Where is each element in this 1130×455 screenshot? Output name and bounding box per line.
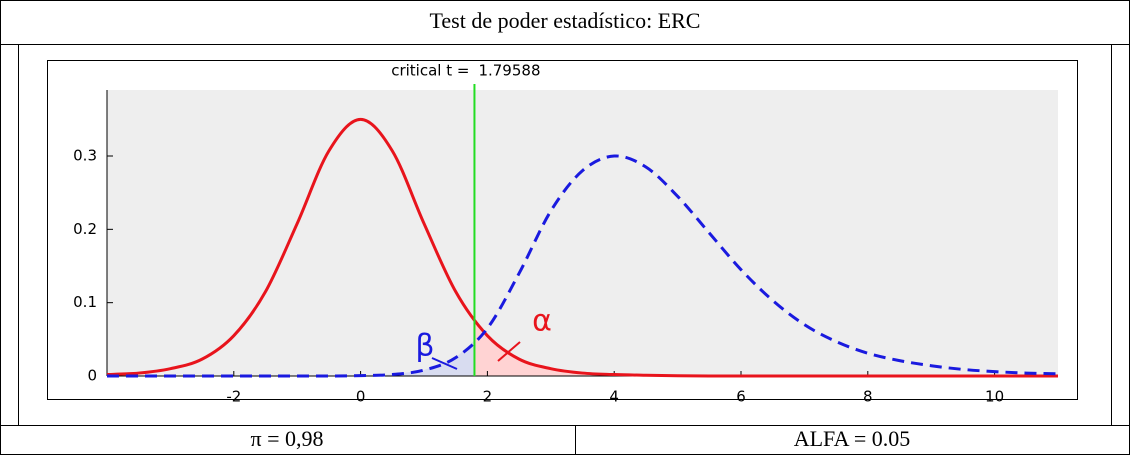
alpha-label: α	[532, 304, 552, 339]
x-tick-label: 0	[356, 388, 366, 406]
x-tick-label: 4	[609, 388, 619, 406]
alpha-region	[474, 317, 1058, 376]
y-tick-label: 0.3	[73, 147, 97, 165]
alpha-arrow	[497, 341, 521, 362]
curve	[106, 117, 1058, 378]
beta-arrow	[431, 357, 458, 370]
critical-value: 1.79588	[478, 62, 540, 80]
plot-area	[107, 90, 1058, 376]
y-tick-label: 0.1	[73, 293, 97, 311]
x-tick-label: 2	[483, 388, 493, 406]
x-tick-label: 10	[985, 388, 1004, 406]
x-tick-label: 8	[863, 388, 873, 406]
critical-label: critical t =	[391, 62, 469, 80]
beta-label: β	[415, 329, 434, 364]
curve	[107, 154, 1059, 378]
x-tick-label: -2	[226, 388, 241, 406]
y-tick-label: 0	[87, 367, 97, 385]
y-tick-label: 0.2	[73, 220, 97, 238]
beta-region	[107, 340, 475, 376]
title: Test de poder estadístico: ERC	[430, 8, 701, 33]
x-tick-label: 6	[736, 388, 746, 406]
alpha-cell: ALFA = 0.05	[794, 426, 911, 451]
power-cell: π = 0,98	[250, 426, 323, 451]
